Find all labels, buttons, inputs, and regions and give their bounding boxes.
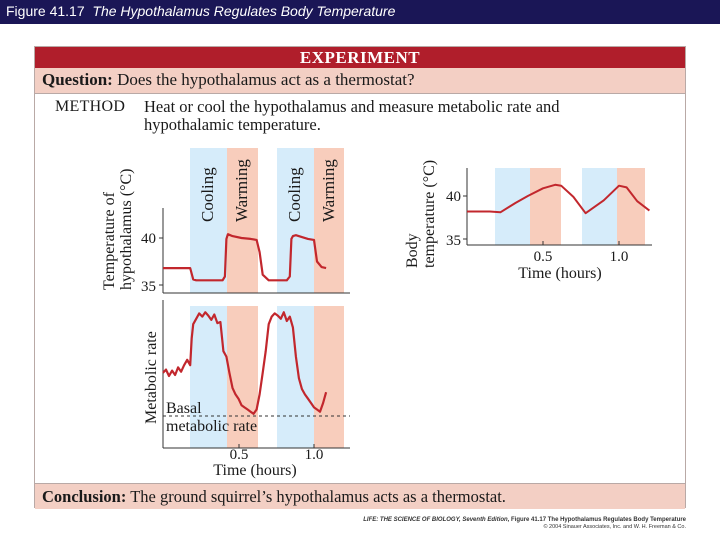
metabolic-axes — [162, 300, 350, 449]
body-cooling-band-1 — [495, 168, 530, 245]
question-row: Question: Does the hypothalamus act as a… — [35, 68, 685, 94]
warming-label-1: Warming — [232, 159, 251, 222]
metabolic-xlabel: Time (hours) — [213, 462, 296, 479]
experiment-heading: EXPERIMENT — [299, 48, 421, 67]
metabolic-ylabel: Metabolic rate — [143, 331, 160, 424]
cooling-band-1 — [190, 148, 227, 293]
experiment-panel: EXPERIMENT Question: Does the hypothalam… — [34, 46, 686, 509]
basal-annotation-line2: metabolic rate — [166, 418, 257, 435]
body-cooling-band-2 — [582, 168, 617, 245]
body-temp-bands — [495, 168, 645, 245]
experiment-header: EXPERIMENT — [35, 47, 685, 68]
warming-band-2 — [314, 148, 344, 293]
warming-band-4 — [314, 306, 344, 448]
hypothalamus-ylabel-line2: hypothalamus (°C) — [118, 169, 135, 291]
warming-label-2: Warming — [319, 159, 338, 222]
warming-band-1 — [227, 148, 258, 293]
body-warming-band-1 — [530, 168, 561, 245]
hypothalamus-temp-series — [163, 233, 327, 282]
body-ytick-40: 40 — [446, 189, 461, 205]
method-text: Heat or cool the hypothalamus and measur… — [144, 97, 560, 134]
metabolic-xtick-05: 0.5 — [230, 447, 249, 463]
cooling-label-2: Cooling — [285, 167, 304, 222]
body-xtick-10: 1.0 — [610, 249, 629, 265]
figure-title: The Hypothalamus Regulates Body Temperat… — [92, 3, 396, 19]
conclusion-label: Conclusion: — [42, 487, 127, 506]
hypothalamus-ylabel: Temperature of hypothalamus (°C) — [101, 169, 135, 291]
hypothalamus-ylabel-line1: Temperature of — [101, 191, 118, 290]
slide-title: Figure 41.17 The Hypothalamus Regulates … — [6, 3, 395, 19]
body-ylabel-line2: temperature (°C) — [421, 160, 438, 268]
body-ylabel-line1: Body — [404, 233, 421, 268]
basal-annotation-line1: Basal — [166, 400, 202, 417]
credit-source: LIFE: THE SCIENCE OF BIOLOGY, Seventh Ed… — [363, 517, 686, 523]
metabolic-rate-series — [162, 311, 328, 415]
body-xlabel: Time (hours) — [518, 265, 601, 282]
body-ytick-35: 35 — [446, 233, 461, 249]
question-text: Does the hypothalamus act as a thermosta… — [117, 70, 415, 89]
slide-title-bar: Figure 41.17 The Hypothalamus Regulates … — [0, 0, 720, 24]
conclusion-row: Conclusion: The ground squirrel’s hypoth… — [35, 483, 685, 509]
body-temp-axes — [463, 168, 652, 246]
cooling-label-1: Cooling — [198, 167, 217, 222]
hypothalamus-ytick-40: 40 — [141, 231, 156, 247]
body-ylabel: Body temperature (°C) — [404, 160, 438, 268]
basal-annotation: Basal metabolic rate — [166, 400, 257, 435]
cooling-band-2 — [277, 148, 314, 293]
cooling-band-4 — [277, 306, 314, 448]
body-temp-series — [467, 183, 651, 215]
body-xtick-05: 0.5 — [534, 249, 553, 265]
body-warming-band-2 — [617, 168, 645, 245]
hypothalamus-ytick-35: 35 — [141, 279, 156, 295]
metabolic-xtick-10: 1.0 — [305, 447, 324, 463]
conclusion-text: The ground squirrel’s hypothalamus acts … — [130, 487, 506, 506]
credit-copyright: © 2004 Sinauer Associates, Inc. and W. H… — [543, 524, 686, 530]
question-label: Question: — [42, 70, 113, 89]
method-label: METHOD — [55, 98, 126, 115]
hypothalamus-temp-axes — [159, 208, 350, 294]
method-area: METHOD Heat or cool the hypothalamus and… — [35, 94, 685, 483]
credit-line: LIFE: THE SCIENCE OF BIOLOGY, Seventh Ed… — [363, 517, 686, 530]
warming-band-3 — [227, 306, 258, 448]
figure-number: Figure 41.17 — [6, 3, 85, 19]
